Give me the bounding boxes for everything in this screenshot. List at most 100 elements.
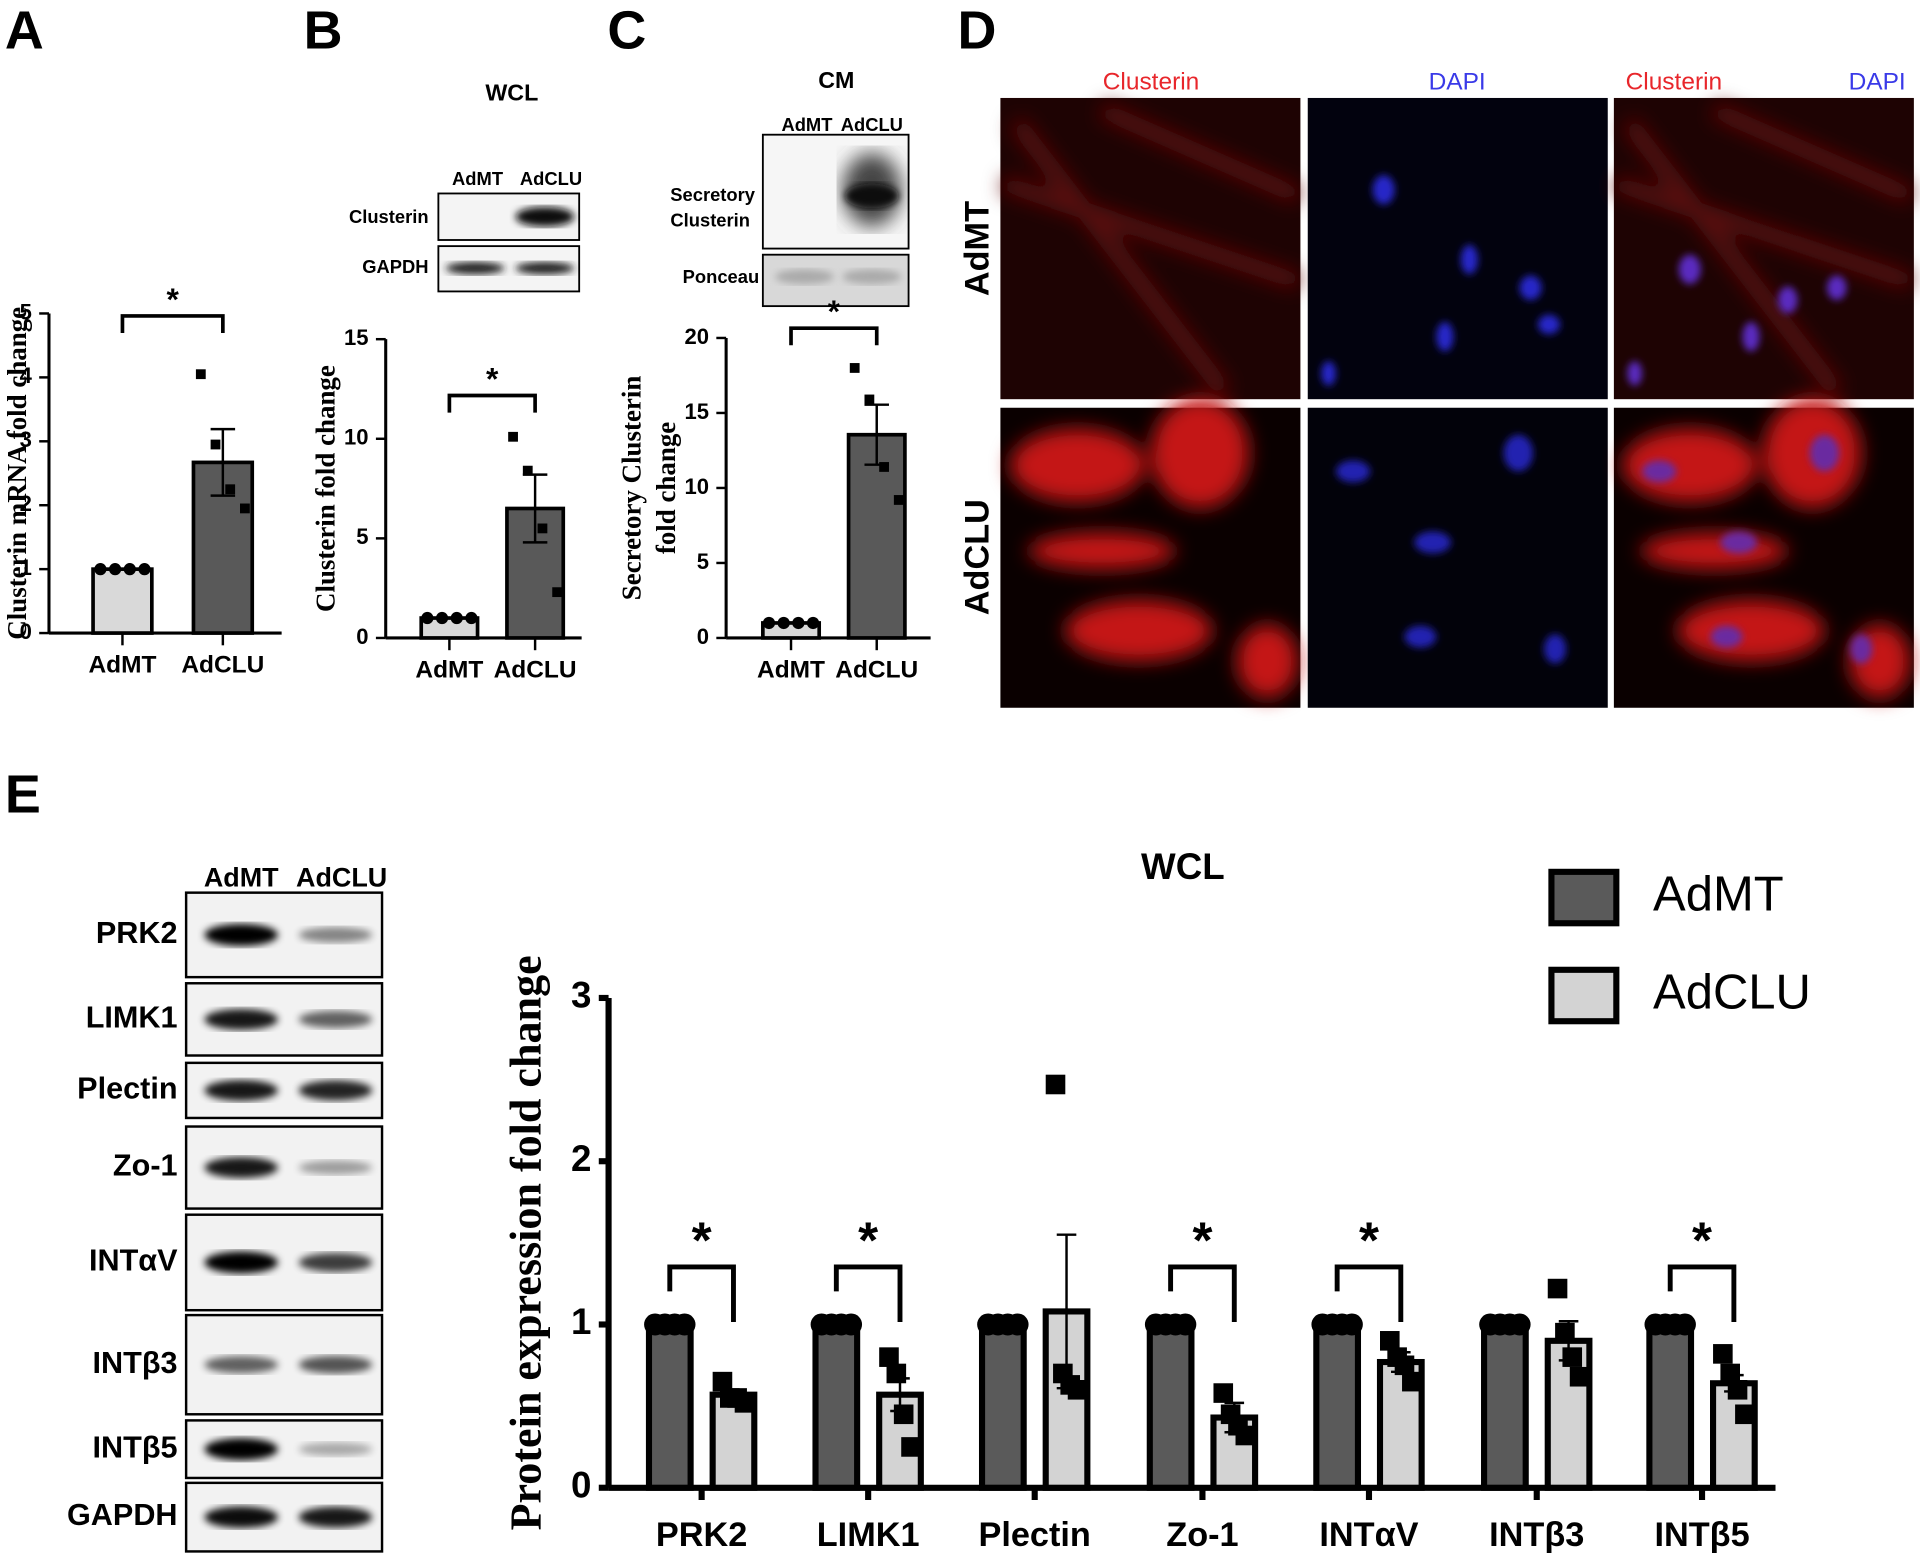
y-tick-label: 0 [356, 624, 368, 649]
y-tick-label: 0 [571, 1464, 591, 1505]
band [204, 923, 278, 946]
band [842, 269, 902, 285]
x-tick-label: INTβ3 [1489, 1516, 1584, 1554]
row-label: Ponceau [683, 266, 760, 287]
y-tick-label: 15 [344, 325, 369, 350]
x-tick-label: AdCLU [835, 656, 918, 683]
data-point [1673, 1313, 1696, 1336]
row-label: Secretory [670, 184, 755, 205]
data-point [1006, 1313, 1029, 1336]
row-label: AdCLU [959, 499, 997, 615]
y-tick-label: 2 [571, 1138, 591, 1179]
x-tick-label: AdMT [757, 656, 825, 683]
band [204, 1438, 278, 1461]
row-label: Clusterin [349, 206, 429, 227]
data-point [1235, 1425, 1256, 1446]
cells [1010, 397, 1298, 698]
image-texture [1613, 102, 1914, 398]
data-point [552, 587, 563, 598]
data-point [879, 1347, 899, 1367]
image [1000, 97, 1301, 400]
band [844, 183, 899, 209]
band [298, 927, 373, 943]
data-point [1340, 1313, 1363, 1336]
image-texture [1001, 102, 1302, 398]
microscopy: Clusterin DAPI Clusterin DAPI AdMT AdCLU [959, 69, 1914, 708]
bar [812, 1321, 861, 1491]
bar [419, 616, 480, 640]
nuclei [1335, 434, 1567, 664]
significance-label: * [166, 281, 179, 317]
band [298, 1160, 373, 1175]
row-label: Zo-1 [113, 1149, 178, 1183]
significance-bracket [1334, 1264, 1404, 1323]
nuclei [1627, 254, 1847, 386]
row-label: INTαV [89, 1244, 178, 1278]
lane-label: AdMT [781, 114, 833, 135]
significance-label: * [858, 1210, 878, 1268]
bar [761, 621, 822, 640]
column-label: Clusterin [1103, 69, 1200, 96]
data-point [886, 1363, 907, 1384]
row-label: GAPDH [362, 256, 428, 277]
blot-title: CM [818, 67, 854, 93]
band [204, 1008, 278, 1030]
data-point [792, 616, 805, 630]
row-label: LIMK1 [86, 1000, 178, 1034]
column-label: Clusterin [1626, 69, 1723, 96]
data-point [806, 616, 820, 630]
y-tick-label: 0 [20, 619, 32, 644]
image [1613, 97, 1914, 400]
blot-b: WCL AdMT AdCLU Clusterin GAPDH [349, 79, 582, 293]
x-tick-label: LIMK1 [817, 1516, 920, 1554]
data-point [849, 363, 860, 373]
y-tick-label: 3 [20, 427, 32, 452]
significance-label: * [1692, 1210, 1712, 1268]
data-point [893, 495, 904, 505]
image [1307, 407, 1608, 708]
chart-title: WCL [1141, 846, 1225, 887]
band [298, 1010, 373, 1028]
bar [1313, 1321, 1362, 1491]
blot-e: AdMT AdCLU PRK2 LIMK1 Plectin Zo-1 INTαV INTβ… [67, 862, 387, 1553]
data-point [537, 523, 548, 534]
band [298, 1080, 373, 1101]
data-point [1045, 1074, 1066, 1095]
row-label: GAPDH [67, 1498, 178, 1532]
band [204, 1251, 278, 1274]
data-point [1720, 1363, 1740, 1384]
band [298, 1506, 373, 1528]
significance-label: * [486, 361, 499, 397]
data-point [840, 1313, 863, 1336]
y-axis-label: fold change [651, 422, 681, 554]
data-point [777, 616, 790, 630]
data-point [1213, 1383, 1234, 1403]
band [298, 1442, 373, 1456]
y-axis-label: Protein expression fold change [501, 955, 550, 1530]
band [775, 269, 834, 285]
bar [91, 567, 154, 635]
significance-label: * [692, 1210, 712, 1268]
data-point [138, 563, 151, 576]
band [204, 1506, 278, 1528]
panel-letter: A [5, 1, 44, 61]
y-tick-label: 10 [344, 425, 369, 450]
y-tick-label: 10 [684, 474, 709, 499]
bar [1146, 1321, 1195, 1491]
data-point [1174, 1313, 1197, 1336]
y-axis-label: Clusterin fold change [310, 365, 340, 612]
data-point [435, 611, 449, 625]
row-label: INTβ3 [93, 1346, 178, 1380]
x-tick-label: PRK2 [656, 1516, 747, 1554]
data-point [1547, 1278, 1568, 1299]
y-tick-label: 5 [20, 299, 32, 324]
data-point [1555, 1322, 1575, 1343]
y-tick-label: 3 [571, 975, 591, 1016]
data-point [1713, 1344, 1733, 1364]
panel-letter: B [304, 1, 343, 61]
y-tick-label: 5 [356, 524, 368, 549]
y-tick-label: 20 [684, 324, 709, 349]
significance-bracket [667, 1264, 736, 1323]
column-label: DAPI [1849, 69, 1906, 96]
